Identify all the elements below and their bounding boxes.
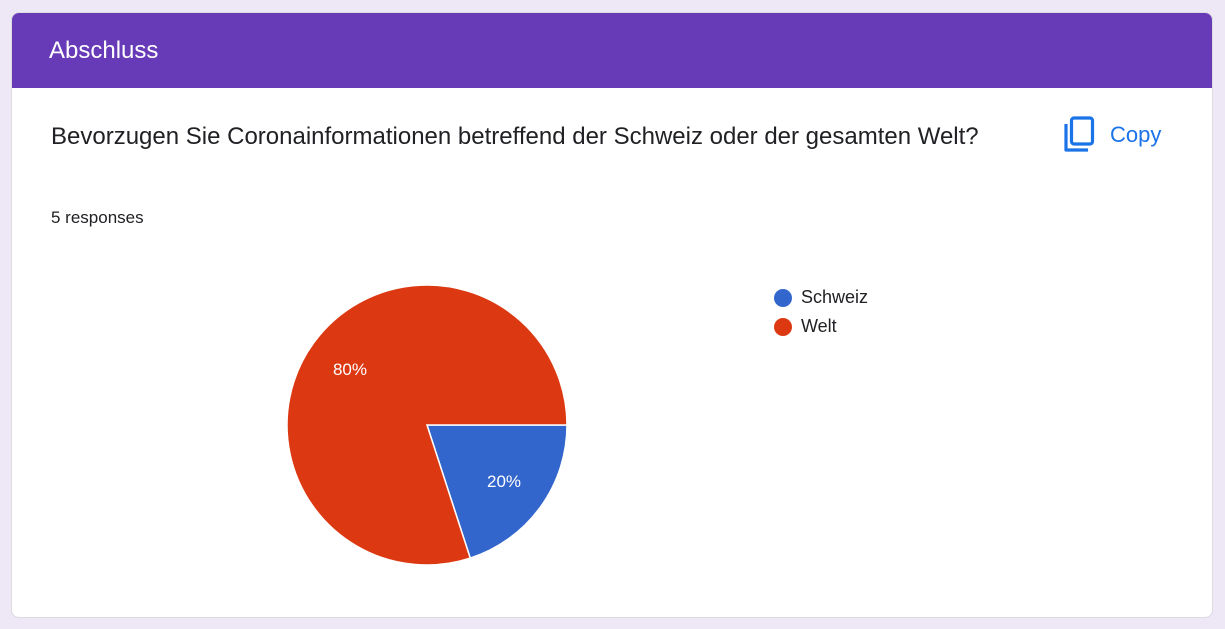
pie-chart: 20% 80% bbox=[286, 284, 568, 566]
pie-slice-schweiz[interactable] bbox=[425, 424, 568, 560]
legend-swatch bbox=[774, 317, 792, 336]
legend-item-schweiz[interactable]: Schweiz bbox=[774, 283, 868, 312]
copy-label: Copy bbox=[1110, 122, 1162, 147]
pie-label-schweiz: 20% bbox=[487, 472, 521, 491]
legend-label: Welt bbox=[801, 316, 837, 336]
chart-legend: Schweiz Welt bbox=[774, 283, 868, 341]
legend-item-welt[interactable]: Welt bbox=[774, 312, 868, 341]
response-count: 5 responses bbox=[51, 208, 144, 227]
section-header: Abschluss bbox=[12, 13, 1212, 88]
pie-label-welt: 80% bbox=[333, 360, 367, 379]
copy-button[interactable]: Copy bbox=[1062, 113, 1161, 157]
copy-icon bbox=[1062, 116, 1096, 154]
question-title: Bevorzugen Sie Coronainformationen betre… bbox=[51, 123, 979, 150]
pie-slice-welt[interactable] bbox=[286, 284, 568, 566]
legend-label: Schweiz bbox=[801, 287, 869, 307]
legend-swatch bbox=[774, 288, 792, 307]
chart-card: Abschluss Bevorzugen Sie Coronainformati… bbox=[11, 12, 1213, 618]
